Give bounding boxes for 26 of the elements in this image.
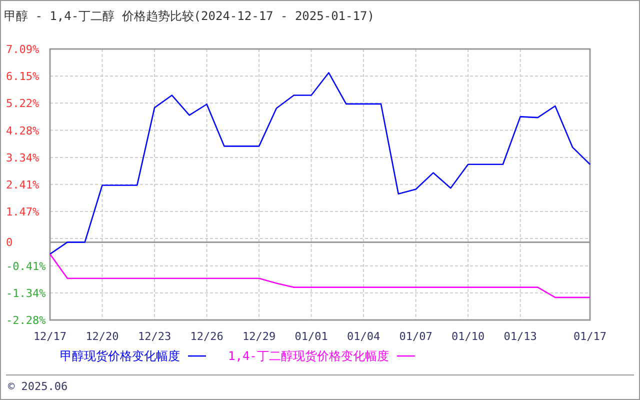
ytick: 0: [6, 236, 13, 250]
ytick: 4.28%: [6, 124, 40, 138]
xtick: 12/26: [190, 330, 224, 343]
xtick: 01/01: [294, 330, 328, 343]
ytick: 6.15%: [6, 70, 40, 84]
annotation: © 2025.06: [8, 380, 68, 393]
xtick: 01/07: [399, 330, 432, 343]
ytick: 7.09%: [6, 43, 40, 56]
ytick: 3.34%: [6, 151, 40, 164]
xtick: 12/17: [33, 330, 67, 343]
ytick: -2.28%: [6, 314, 46, 327]
xtick: 12/23: [138, 330, 172, 343]
xtick: 01/10: [452, 330, 485, 343]
ytick: -1.34%: [6, 286, 46, 300]
xtick: 01/17: [573, 330, 607, 343]
xtick: 01/13: [504, 330, 537, 343]
ytick: 2.41%: [6, 178, 40, 192]
legend: 甲醇现货价格变化幅度: [60, 349, 180, 363]
legend: 1,4-丁二醇现货价格变化幅度: [228, 349, 389, 363]
ytick: 1.47%: [6, 206, 40, 219]
xtick: 12/29: [242, 330, 276, 343]
xtick: 01/04: [346, 330, 380, 343]
ytick: -0.41%: [6, 260, 46, 273]
ytick: 5.22%: [6, 97, 40, 110]
title: 甲醇 - 1,4-丁二醇 价格趋势比较(2024-12-17 - 2025-01-17): [4, 9, 374, 23]
xtick: 12/20: [86, 330, 119, 343]
